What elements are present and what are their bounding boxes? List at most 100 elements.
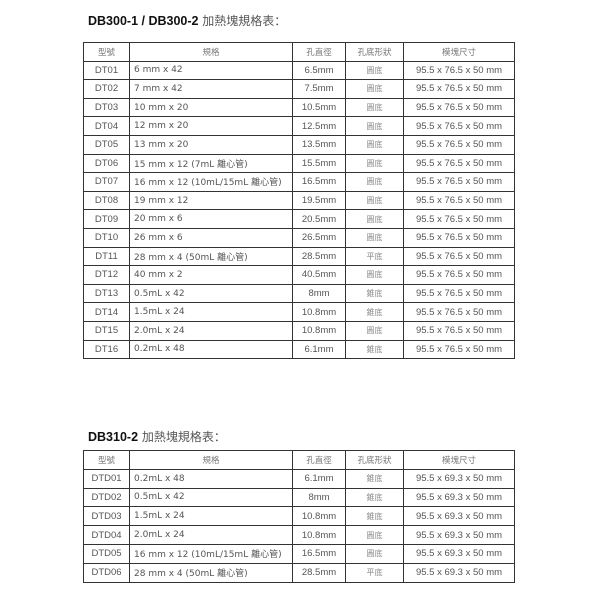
cell-model: DT13 (83, 283, 130, 304)
cell-spec: 20 mm x 6 (129, 209, 293, 229)
table-row: DTD01 0.2mL x 48 6.1mm 錐底 95.5 x 69.3 x 50 m… (83, 468, 515, 489)
cell-hole-diameter: 16.5mm (292, 172, 346, 192)
cell-hole-diameter: 40.5mm (292, 265, 346, 285)
table-row: DT08 19 mm x 12 19.5mm 圓底 95.5 x 76.5 x 50 m… (83, 190, 515, 211)
cell-hole-diameter: 8mm (292, 487, 346, 508)
cell-bottom-shape: 圓底 (345, 116, 404, 136)
cell-spec: 7 mm x 42 (129, 79, 293, 99)
cell-hole-diameter: 15.5mm (292, 153, 346, 174)
cell-bottom-shape: 圓底 (345, 320, 404, 341)
header-model: 型號 (83, 450, 130, 470)
cell-spec: 12 mm x 20 (129, 116, 293, 136)
cell-model: DTD01 (83, 468, 130, 489)
cell-spec: 2.0mL x 24 (129, 320, 293, 341)
cell-block-size: 95.5 x 76.5 x 50 mm (403, 153, 515, 174)
cell-spec: 2.0mL x 24 (129, 525, 293, 545)
table-row: DT13 0.5mL x 42 8mm 錐底 95.5 x 76.5 x 50 mm (83, 283, 515, 304)
cell-hole-diameter: 6.1mm (292, 468, 346, 489)
cell-hole-diameter: 28.5mm (292, 246, 346, 267)
cell-model: DT02 (83, 79, 130, 99)
cell-bottom-shape: 圓底 (345, 97, 404, 118)
cell-model: DT16 (83, 339, 130, 360)
cell-bottom-shape: 平底 (345, 246, 404, 267)
table-row: DT05 13 mm x 20 13.5mm 圓底 95.5 x 76.5 x 50 m… (83, 134, 515, 155)
cell-model: DT09 (83, 209, 130, 229)
cell-bottom-shape: 圓底 (345, 543, 404, 564)
cell-model: DT06 (83, 153, 130, 174)
cell-bottom-shape: 錐底 (345, 468, 404, 489)
cell-block-size: 95.5 x 76.5 x 50 mm (403, 283, 515, 304)
cell-bottom-shape: 圓底 (345, 60, 404, 81)
cell-spec: 40 mm x 2 (129, 265, 293, 285)
table-row: DT06 15 mm x 12 (7mL 離心管) 15.5mm 圓底 95.5 x 7… (83, 153, 515, 174)
cell-bottom-shape: 錐底 (345, 302, 404, 322)
cell-model: DTD02 (83, 487, 130, 508)
cell-block-size: 95.5 x 76.5 x 50 mm (403, 79, 515, 99)
cell-block-size: 95.5 x 76.5 x 50 mm (403, 227, 515, 248)
cell-hole-diameter: 6.5mm (292, 60, 346, 81)
cell-block-size: 95.5 x 69.3 x 50 mm (403, 543, 515, 564)
cell-spec: 13 mm x 20 (129, 134, 293, 155)
table-row: DTD03 1.5mL x 24 10.8mm 錐底 95.5 x 69.3 x 50 … (83, 506, 515, 527)
cell-bottom-shape: 圓底 (345, 227, 404, 248)
header-hole-diameter: 孔直徑 (292, 42, 346, 62)
cell-hole-diameter: 7.5mm (292, 79, 346, 99)
cell-hole-diameter: 20.5mm (292, 209, 346, 229)
cell-bottom-shape: 圓底 (345, 134, 404, 155)
cell-hole-diameter: 10.8mm (292, 506, 346, 527)
section2-title: DB310-2 加熱塊規格表： (88, 428, 226, 445)
cell-bottom-shape: 錐底 (345, 339, 404, 360)
cell-block-size: 95.5 x 76.5 x 50 mm (403, 190, 515, 211)
cell-spec: 10 mm x 20 (129, 97, 293, 118)
header-block-size: 模塊尺寸 (403, 450, 515, 470)
cell-hole-diameter: 16.5mm (292, 543, 346, 564)
cell-hole-diameter: 10.8mm (292, 320, 346, 341)
cell-hole-diameter: 28.5mm (292, 562, 346, 583)
section1-title: DB300-1 / DB300-2 加熱塊規格表： (88, 12, 286, 29)
cell-bottom-shape: 圓底 (345, 209, 404, 229)
cell-bottom-shape: 圓底 (345, 190, 404, 211)
cell-spec: 16 mm x 12 (10mL/15mL 離心管) (129, 543, 293, 564)
cell-spec: 26 mm x 6 (129, 227, 293, 248)
header-block-size: 模塊尺寸 (403, 42, 515, 62)
cell-block-size: 95.5 x 76.5 x 50 mm (403, 265, 515, 285)
cell-model: DT05 (83, 134, 130, 155)
cell-block-size: 95.5 x 76.5 x 50 mm (403, 246, 515, 267)
table-row: DT14 1.5mL x 24 10.8mm 錐底 95.5 x 76.5 x 50 m… (83, 302, 515, 322)
cell-block-size: 95.5 x 76.5 x 50 mm (403, 97, 515, 118)
table-row: DT07 16 mm x 12 (10mL/15mL 離心管) 16.5mm 圓底 95… (83, 172, 515, 192)
cell-model: DT08 (83, 190, 130, 211)
header-spec: 規格 (129, 450, 293, 470)
cell-spec: 6 mm x 42 (129, 60, 293, 81)
cell-block-size: 95.5 x 76.5 x 50 mm (403, 320, 515, 341)
section2-model: DB310-2 (88, 430, 139, 444)
table-row: DT04 12 mm x 20 12.5mm 圓底 95.5 x 76.5 x 50 m… (83, 116, 515, 136)
cell-model: DT15 (83, 320, 130, 341)
db310-spec-table: 型號 規格 孔直徑 孔底形狀 模塊尺寸 DTD01 0.2mL x 48 6.1mm 錐底 95… (83, 450, 515, 583)
section1-title-text: 加熱塊規格表： (198, 14, 287, 28)
cell-model: DT14 (83, 302, 130, 322)
cell-spec: 0.5mL x 42 (129, 283, 293, 304)
cell-block-size: 95.5 x 76.5 x 50 mm (403, 116, 515, 136)
table-row: DT09 20 mm x 6 20.5mm 圓底 95.5 x 76.5 x 50 mm (83, 209, 515, 229)
cell-model: DTD03 (83, 506, 130, 527)
cell-spec: 19 mm x 12 (129, 190, 293, 211)
cell-model: DTD05 (83, 543, 130, 564)
cell-hole-diameter: 12.5mm (292, 116, 346, 136)
cell-bottom-shape: 錐底 (345, 487, 404, 508)
header-bottom-shape: 孔底形狀 (345, 42, 404, 62)
cell-hole-diameter: 6.1mm (292, 339, 346, 360)
header-spec: 規格 (129, 42, 293, 62)
cell-block-size: 95.5 x 69.3 x 50 mm (403, 487, 515, 508)
cell-spec: 1.5mL x 24 (129, 506, 293, 527)
cell-model: DT12 (83, 265, 130, 285)
cell-hole-diameter: 26.5mm (292, 227, 346, 248)
cell-spec: 16 mm x 12 (10mL/15mL 離心管) (129, 172, 293, 192)
cell-model: DT11 (83, 246, 130, 267)
cell-bottom-shape: 圓底 (345, 265, 404, 285)
table-row: DTD06 28 mm x 4 (50mL 離心管) 28.5mm 平底 95.5 x … (83, 562, 515, 583)
cell-model: DT01 (83, 60, 130, 81)
cell-block-size: 95.5 x 69.3 x 50 mm (403, 506, 515, 527)
cell-hole-diameter: 10.8mm (292, 302, 346, 322)
cell-spec: 0.5mL x 42 (129, 487, 293, 508)
